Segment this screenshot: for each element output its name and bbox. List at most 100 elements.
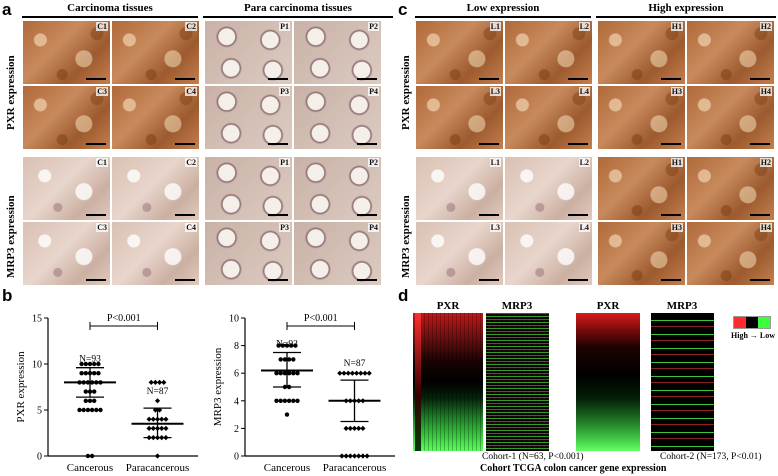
- tile-label: L3: [489, 223, 501, 232]
- tile-label: P3: [279, 87, 290, 96]
- data-point: [163, 425, 169, 431]
- data-point: [295, 398, 300, 403]
- panel-c-header-high: High expression: [648, 2, 724, 14]
- scale-bar: [568, 143, 588, 145]
- a-tissue-image: P3: [204, 85, 293, 150]
- c-tissue-image: L4: [504, 85, 593, 150]
- data-point: [282, 371, 288, 376]
- panel-d-col-mrp3-1: MRP3: [501, 300, 533, 312]
- data-point: [364, 453, 370, 459]
- data-point: [351, 453, 358, 459]
- data-point: [152, 407, 158, 413]
- data-point: [360, 453, 366, 459]
- panel-a-row-label-pxr: PXR expression: [5, 55, 17, 130]
- a-tissue-image: P2: [293, 156, 382, 221]
- scale-bar: [175, 214, 195, 216]
- data-point: [96, 361, 101, 367]
- data-point: [282, 357, 288, 362]
- data-point: [284, 412, 290, 417]
- panel-a-rule-right: [203, 16, 393, 18]
- heatmap-legend-text: High → Low: [731, 331, 776, 340]
- x-category-label: Paracancerous: [323, 462, 387, 474]
- data-point: [87, 398, 93, 403]
- legend-low-swatch: [758, 317, 770, 328]
- data-point: [284, 343, 290, 348]
- data-point: [83, 389, 89, 394]
- scale-bar: [661, 279, 681, 281]
- tile-label: L4: [578, 223, 590, 232]
- data-point: [163, 416, 169, 422]
- tile-label: P2: [368, 158, 379, 167]
- tile-label: H2: [759, 22, 772, 31]
- panel-a-letter: a: [2, 0, 12, 19]
- legend-mid-swatch: [746, 317, 758, 328]
- scale-bar: [661, 214, 681, 216]
- data-point: [274, 398, 279, 403]
- data-point: [77, 407, 82, 413]
- sample-size-label: N=87: [344, 359, 366, 369]
- panel-a-rule-left: [22, 16, 198, 18]
- data-point: [92, 398, 97, 403]
- data-point: [83, 371, 89, 376]
- data-point: [94, 407, 99, 413]
- scale-bar: [568, 279, 588, 281]
- data-point: [345, 370, 351, 376]
- tile-label: H4: [759, 223, 772, 232]
- tile-label: C2: [185, 22, 197, 31]
- a-tissue-image: P1: [204, 20, 293, 85]
- scale-bar: [479, 143, 499, 145]
- scale-bar: [268, 214, 288, 216]
- sample-size-label: N=87: [147, 387, 169, 397]
- tile-label: C4: [185, 87, 197, 96]
- scale-bar: [357, 78, 377, 80]
- data-point: [286, 357, 292, 362]
- a-tissue-image: P2: [293, 20, 382, 85]
- data-point: [146, 425, 152, 431]
- y-tick-label: 4: [234, 396, 239, 407]
- panel-d-letter: d: [398, 286, 409, 305]
- data-point: [362, 370, 368, 376]
- data-point: [154, 398, 161, 404]
- legend-high-swatch: [734, 317, 746, 328]
- panel-b-charts: 0 5 10 15 PXR expression Cancerous Paracancero…: [15, 313, 395, 474]
- data-point: [154, 453, 161, 459]
- data-point: [286, 398, 292, 403]
- panel-a-header-carcinoma: Carcinoma tissues: [67, 2, 153, 14]
- a-tissue-image: P4: [293, 221, 382, 286]
- scale-bar: [661, 78, 681, 80]
- data-point: [81, 407, 86, 413]
- a-tissue-image: C2: [111, 20, 200, 85]
- data-point: [291, 398, 296, 403]
- data-point: [293, 343, 298, 348]
- data-point: [92, 371, 97, 376]
- scale-bar: [357, 143, 377, 145]
- scale-bar: [568, 78, 588, 80]
- c-tissue-image: H1: [597, 20, 686, 85]
- data-point: [87, 361, 93, 367]
- panel-d-col-mrp3-2: MRP3: [666, 300, 698, 312]
- heatmap-cohort2-pxr: [576, 313, 640, 451]
- data-point: [289, 343, 294, 348]
- data-point: [83, 361, 89, 367]
- scale-bar: [175, 143, 195, 145]
- data-point: [282, 398, 288, 403]
- tile-label: P1: [279, 22, 290, 31]
- sample-size-label: N=92: [276, 340, 298, 350]
- scale-bar: [750, 78, 770, 80]
- data-point: [337, 370, 343, 376]
- y-tick-label: 10: [229, 314, 239, 325]
- panel-c-row-label-mrp3: MRP3 expression: [400, 195, 412, 278]
- tile-label: L1: [489, 22, 501, 31]
- data-point: [96, 371, 101, 376]
- data-point: [291, 357, 296, 362]
- y-tick-label: 2: [234, 424, 239, 435]
- tile-label: H2: [759, 158, 772, 167]
- scale-bar: [86, 143, 106, 145]
- data-point: [89, 453, 95, 459]
- scale-bar: [86, 279, 106, 281]
- heatmap-cohort2-mrp3: [651, 313, 714, 451]
- scale-bar: [357, 279, 377, 281]
- data-point: [83, 398, 89, 403]
- panel-b-letter: b: [2, 286, 13, 305]
- data-point: [349, 370, 355, 376]
